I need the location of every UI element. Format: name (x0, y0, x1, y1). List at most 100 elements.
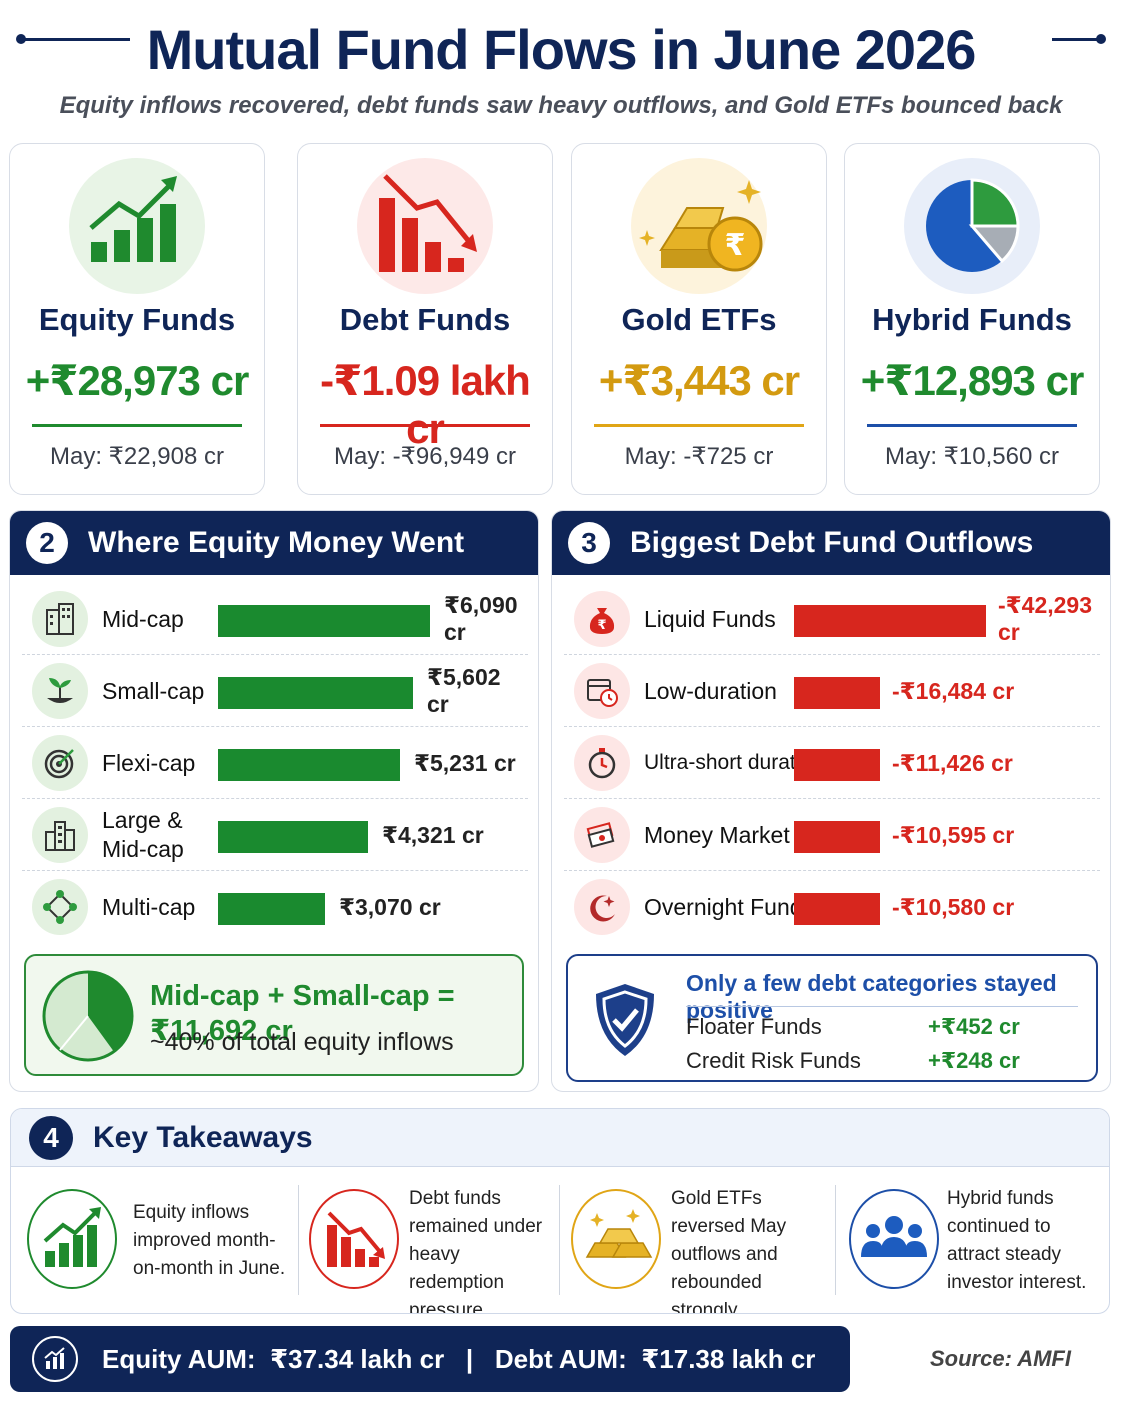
page-subtitle: Equity inflows recovered, debt funds saw… (59, 92, 1063, 119)
section-title: Biggest Debt Fund Outflows (630, 526, 1034, 559)
debt-label: Overnight Funds (644, 893, 815, 920)
chart-icon (32, 1336, 78, 1382)
equity-row: Small-cap ₹5,602 cr (22, 655, 528, 727)
takeaway-divider (835, 1185, 836, 1295)
equity-label: Large & Mid-cap (102, 807, 184, 862)
takeaway-divider (298, 1185, 299, 1295)
key-takeaways-panel: 4 Key Takeaways Equity inflows improved … (10, 1108, 1110, 1314)
takeaway-text: Equity inflows improved month-on-month i… (133, 1202, 286, 1279)
debt-row: ₹ Liquid Funds -₹42,293 cr (564, 583, 1100, 655)
debt-bar (794, 821, 880, 853)
equity-value: ₹5,602 cr (427, 664, 501, 717)
card-divider (320, 424, 530, 427)
page-title: Mutual Fund Flows in June 2026 (146, 17, 977, 81)
equity-label: Small-cap (102, 677, 205, 704)
card-value: +₹12,893 cr (860, 357, 1085, 404)
takeaway-divider (559, 1185, 560, 1295)
debt-value: -₹10,595 cr (892, 821, 1015, 848)
shield-check-icon (596, 984, 654, 1056)
card-divider (32, 424, 242, 427)
rising-bars-icon (69, 158, 205, 294)
target-icon (32, 735, 88, 791)
positive-debt-divider (686, 1006, 1078, 1007)
debt-bar (794, 749, 880, 781)
debt-row: Money Market -₹10,595 cr (564, 799, 1100, 871)
building-icon (32, 591, 88, 647)
takeaway-text: Hybrid funds continued to attract steady… (947, 1188, 1087, 1293)
equity-value: ₹6,090 cr (444, 592, 518, 645)
equity-bar (218, 821, 368, 853)
positive-debt-label: Credit Risk Funds (686, 1048, 861, 1073)
debt-bar (794, 893, 880, 925)
equity-label: Mid-cap (102, 605, 184, 632)
debt-panel-header: 3 Biggest Debt Fund Outflows (552, 511, 1110, 575)
card-name: Debt Funds (339, 302, 511, 337)
card-value: -₹1.09 lakh cr (320, 357, 531, 452)
equity-bar (218, 677, 413, 709)
positive-debt-value: +₹248 cr (928, 1048, 1020, 1073)
positive-debt-box: Only a few debt categories stayed positi… (566, 954, 1098, 1082)
cash-stack-icon (574, 807, 630, 863)
positive-debt-label: Floater Funds (686, 1014, 822, 1039)
network-icon (32, 879, 88, 935)
title-decor-dot-left (16, 34, 26, 44)
card-divider (867, 424, 1077, 427)
equity-bar (218, 749, 400, 781)
aum-text: Equity AUM: ₹37.34 lakh cr | Debt AUM: ₹… (102, 1343, 816, 1374)
positive-debt-row: Credit Risk Funds +₹248 cr (686, 1048, 1078, 1074)
equity-bar (218, 605, 430, 637)
debt-value: -₹11,426 cr (892, 749, 1013, 776)
section-number: 2 (26, 522, 68, 564)
gold-etfs-card: ₹ Gold ETFs +₹3,443 cr May: -₹725 cr (571, 143, 827, 495)
hybrid-funds-card: Hybrid Funds +₹12,893 cr May: ₹10,560 cr (844, 143, 1100, 495)
title-decor-dot-right (1096, 34, 1106, 44)
svg-text:₹: ₹ (725, 228, 746, 263)
card-value: +₹28,973 cr (25, 357, 250, 404)
equity-row: Mid-cap ₹6,090 cr (22, 583, 528, 655)
svg-text:₹: ₹ (597, 618, 606, 633)
aum-footer: Equity AUM: ₹37.34 lakh cr | Debt AUM: ₹… (10, 1326, 850, 1392)
card-previous-month: May: ₹10,560 cr (884, 443, 1059, 470)
money-bag-icon: ₹ (574, 591, 630, 647)
positive-debt-value: +₹452 cr (928, 1014, 1020, 1039)
equity-panel: 2 Where Equity Money Went Mid-cap ₹6,090… (9, 510, 539, 1092)
sprout-icon (32, 663, 88, 719)
equity-bar (218, 893, 325, 925)
section-title: Key Takeaways (93, 1120, 313, 1154)
debt-row: Overnight Funds -₹10,580 cr (564, 871, 1100, 943)
falling-bars-icon (357, 158, 493, 294)
takeaway-item: Gold ETFs reversed May outflows and rebo… (571, 1179, 831, 1313)
equity-value: ₹3,070 cr (339, 893, 441, 920)
key-takeaways-header: 4 Key Takeaways (11, 1109, 1109, 1167)
title-decor-right (1052, 38, 1102, 41)
equity-row: Multi-cap ₹3,070 cr (22, 871, 528, 943)
card-name: Equity Funds (38, 302, 236, 337)
equity-label: Multi-cap (102, 893, 196, 920)
gold-bars-icon: ₹ (631, 158, 767, 294)
debt-panel: 3 Biggest Debt Fund Outflows ₹ Liquid Fu… (551, 510, 1111, 1092)
debt-value: -₹16,484 cr (892, 677, 1015, 704)
debt-value: -₹10,580 cr (892, 893, 1015, 920)
city-icon (32, 807, 88, 863)
people-icon (849, 1189, 939, 1289)
equity-panel-header: 2 Where Equity Money Went (10, 511, 538, 575)
debt-label: Ultra-short duration (644, 750, 824, 774)
takeaway-item: Debt funds remained under heavy redempti… (309, 1179, 559, 1313)
card-previous-month: May: ₹22,908 cr (49, 443, 224, 470)
card-name: Gold ETFs (621, 302, 777, 337)
takeaway-text: Debt funds remained under heavy redempti… (409, 1188, 543, 1314)
takeaway-item: Equity inflows improved month-on-month i… (27, 1179, 297, 1309)
title-decor-left (20, 38, 130, 41)
card-previous-month: May: -₹96,949 cr (333, 443, 516, 470)
gold-bars-icon (571, 1189, 661, 1289)
card-divider (594, 424, 804, 427)
takeaway-text: Gold ETFs reversed May outflows and rebo… (671, 1188, 787, 1314)
moon-icon (574, 879, 630, 935)
rising-bars-icon (27, 1189, 117, 1289)
section-title: Where Equity Money Went (88, 526, 465, 559)
section-number: 3 (568, 522, 610, 564)
equity-label: Flexi-cap (102, 749, 196, 776)
equity-value: ₹5,231 cr (414, 749, 516, 776)
falling-bars-icon (309, 1189, 399, 1289)
debt-bar (794, 677, 880, 709)
